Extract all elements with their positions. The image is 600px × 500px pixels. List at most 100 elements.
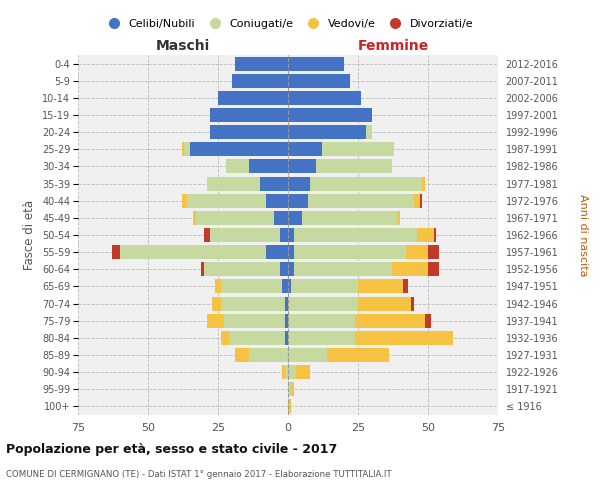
Bar — [316, 160, 392, 173]
Bar — [285, 296, 288, 310]
Bar — [229, 331, 285, 345]
Bar — [201, 262, 204, 276]
Bar — [288, 142, 322, 156]
Bar — [266, 245, 288, 259]
Bar — [425, 314, 431, 328]
Bar — [288, 382, 291, 396]
Bar — [417, 228, 434, 242]
Bar — [280, 262, 288, 276]
Bar — [249, 160, 288, 173]
Bar — [288, 314, 355, 328]
Bar — [187, 194, 266, 207]
Bar — [209, 125, 288, 139]
Bar — [411, 296, 414, 310]
Bar — [288, 331, 355, 345]
Bar — [434, 228, 436, 242]
Bar — [422, 176, 425, 190]
Bar — [204, 262, 280, 276]
Bar — [207, 176, 260, 190]
Bar — [232, 74, 288, 88]
Bar — [182, 194, 187, 207]
Bar — [207, 314, 224, 328]
Bar — [283, 280, 288, 293]
Bar — [288, 228, 293, 242]
Bar — [215, 280, 221, 293]
Bar — [291, 382, 293, 396]
Bar — [266, 194, 288, 207]
Bar — [288, 296, 358, 310]
Bar — [288, 91, 361, 105]
Bar — [403, 280, 409, 293]
Y-axis label: Fasce di età: Fasce di età — [23, 200, 37, 270]
Bar — [288, 160, 316, 173]
Bar — [367, 125, 372, 139]
Bar — [291, 280, 358, 293]
Bar — [249, 348, 288, 362]
Bar — [419, 194, 422, 207]
Bar — [414, 194, 419, 207]
Bar — [120, 245, 266, 259]
Bar — [260, 176, 288, 190]
Bar — [193, 211, 196, 225]
Bar — [112, 245, 120, 259]
Bar — [327, 348, 389, 362]
Bar — [221, 331, 229, 345]
Bar — [196, 211, 274, 225]
Bar — [288, 125, 367, 139]
Bar — [285, 365, 288, 379]
Bar — [288, 348, 327, 362]
Bar — [288, 280, 291, 293]
Legend: Celibi/Nubili, Coniugati/e, Vedovi/e, Divorziati/e: Celibi/Nubili, Coniugati/e, Vedovi/e, Di… — [103, 19, 473, 29]
Bar — [293, 228, 417, 242]
Bar — [355, 331, 453, 345]
Bar — [397, 211, 400, 225]
Bar — [428, 245, 439, 259]
Bar — [226, 160, 249, 173]
Bar — [302, 211, 397, 225]
Bar — [235, 56, 288, 70]
Bar — [285, 314, 288, 328]
Bar — [212, 296, 221, 310]
Bar — [355, 314, 425, 328]
Bar — [224, 314, 285, 328]
Bar — [218, 91, 288, 105]
Bar — [221, 280, 283, 293]
Bar — [428, 262, 439, 276]
Bar — [288, 400, 291, 413]
Text: COMUNE DI CERMIGNANO (TE) - Dati ISTAT 1° gennaio 2017 - Elaborazione TUTTITALIA: COMUNE DI CERMIGNANO (TE) - Dati ISTAT 1… — [6, 470, 392, 479]
Bar — [358, 296, 411, 310]
Text: Popolazione per età, sesso e stato civile - 2017: Popolazione per età, sesso e stato civil… — [6, 442, 337, 456]
Bar — [288, 56, 344, 70]
Bar — [288, 176, 310, 190]
Bar — [288, 74, 350, 88]
Bar — [274, 211, 288, 225]
Bar — [235, 348, 249, 362]
Bar — [283, 365, 285, 379]
Bar — [293, 245, 406, 259]
Bar — [358, 280, 403, 293]
Y-axis label: Anni di nascita: Anni di nascita — [578, 194, 588, 276]
Bar — [406, 245, 428, 259]
Bar — [184, 142, 190, 156]
Bar — [322, 142, 394, 156]
Bar — [293, 262, 392, 276]
Bar — [288, 194, 308, 207]
Bar — [182, 142, 184, 156]
Bar — [310, 176, 422, 190]
Bar — [296, 365, 310, 379]
Bar — [280, 228, 288, 242]
Bar — [209, 108, 288, 122]
Bar — [308, 194, 414, 207]
Text: Femmine: Femmine — [358, 40, 428, 54]
Bar — [288, 108, 372, 122]
Bar — [288, 262, 293, 276]
Bar — [288, 365, 296, 379]
Bar — [209, 228, 280, 242]
Bar — [288, 211, 302, 225]
Bar — [392, 262, 428, 276]
Text: Maschi: Maschi — [156, 40, 210, 54]
Bar — [288, 245, 293, 259]
Bar — [190, 142, 288, 156]
Bar — [221, 296, 285, 310]
Bar — [285, 331, 288, 345]
